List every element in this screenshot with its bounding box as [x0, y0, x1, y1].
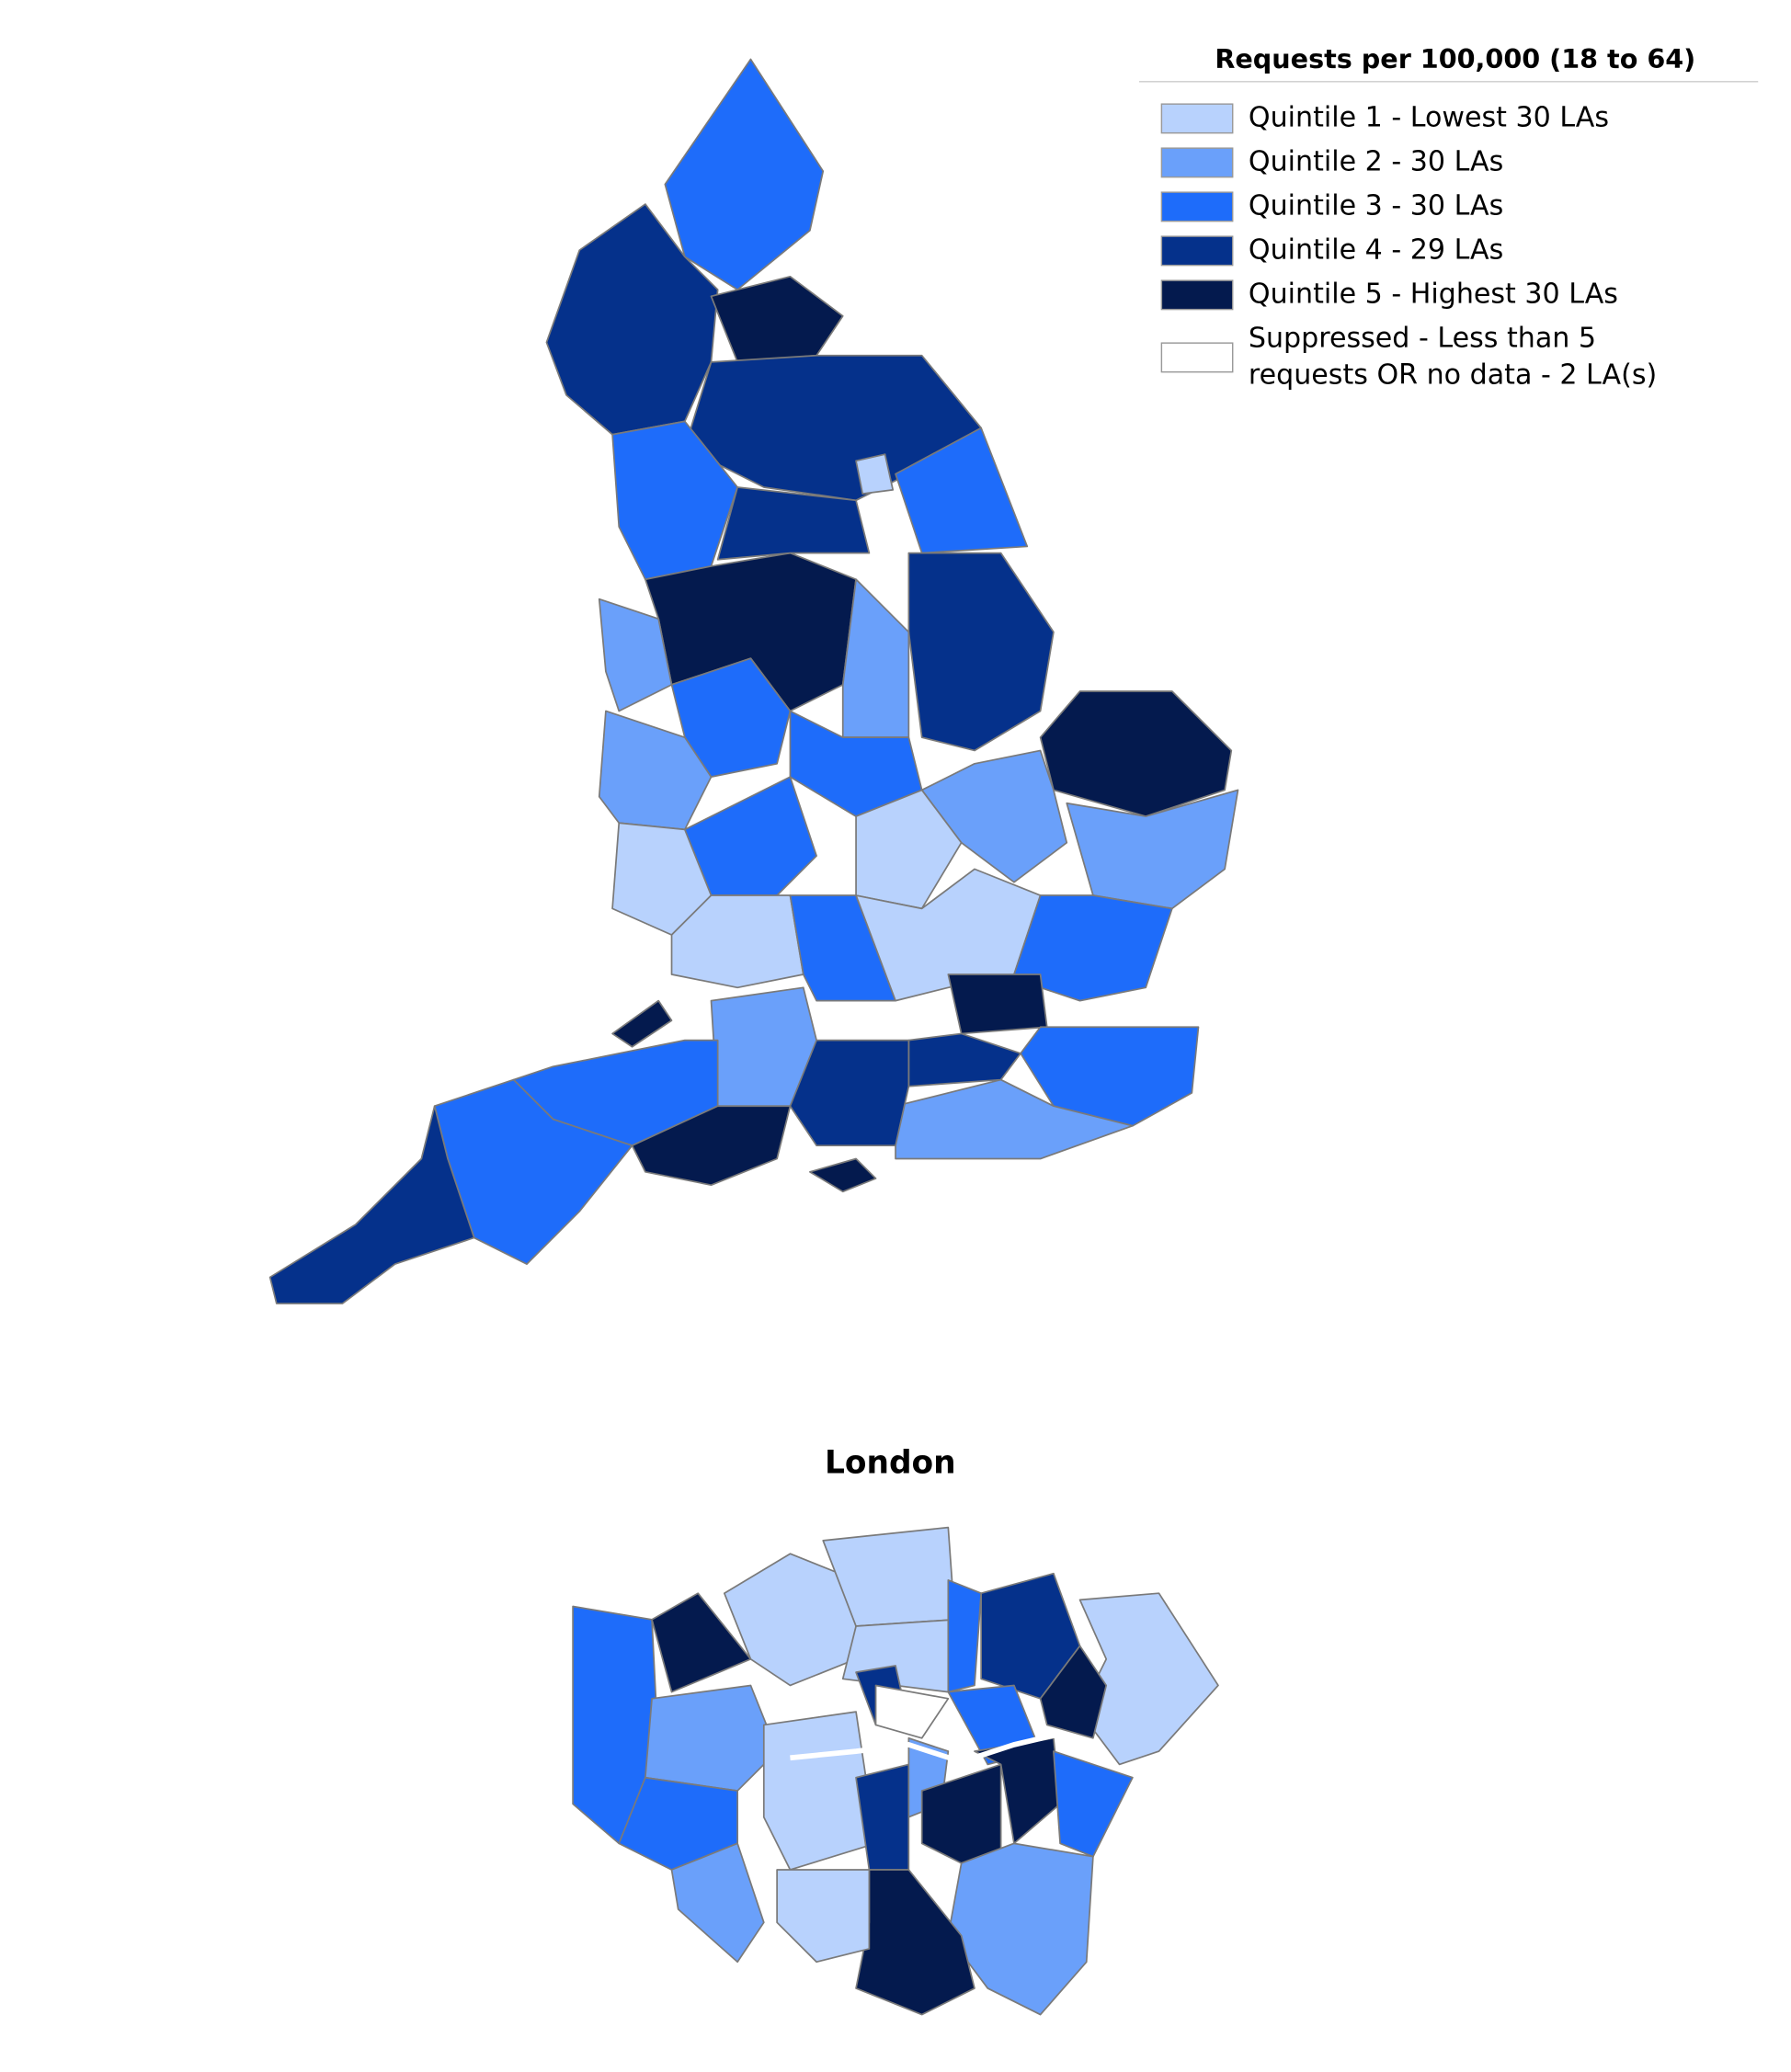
legend-swatch: [1160, 103, 1234, 134]
region: [809, 1157, 877, 1193]
region: [1078, 1592, 1219, 1766]
region: [841, 578, 910, 739]
legend-label: Quintile 2 - 30 LAs: [1249, 145, 1503, 177]
region: [664, 58, 825, 290]
legend-label: requests OR no data - 2 LA(s): [1249, 359, 1657, 391]
region: [618, 1776, 739, 1871]
legend: Requests per 100,000 (18 to 64) Quintile…: [1139, 43, 1759, 391]
region: [947, 1579, 982, 1693]
region: [776, 1869, 871, 1964]
region: [716, 486, 871, 561]
region: [1013, 894, 1173, 1002]
region: [710, 275, 844, 363]
legend-swatch: [1160, 147, 1234, 178]
region: [895, 427, 1029, 554]
region: [631, 1105, 792, 1187]
region: [920, 749, 1068, 883]
region: [611, 999, 673, 1048]
region: [645, 1684, 778, 1792]
region: [598, 598, 673, 712]
london-title: London: [825, 1444, 956, 1481]
river-thames: [790, 1732, 1101, 1765]
region: [907, 552, 1055, 752]
legend-label: Suppressed - Less than 5: [1249, 322, 1596, 354]
region: [545, 203, 719, 436]
region: [670, 1842, 765, 1964]
region: [268, 1105, 475, 1304]
legend-label: Quintile 3 - 30 LAs: [1249, 189, 1503, 222]
region: [947, 973, 1048, 1035]
region: [1039, 1645, 1108, 1739]
region: [855, 789, 963, 910]
region: [874, 1684, 950, 1739]
london-map: [572, 1526, 1219, 2016]
england-map: [268, 58, 1239, 1304]
legend-label: Quintile 4 - 29 LAs: [1249, 233, 1503, 266]
region: [855, 1763, 910, 1871]
region: [789, 894, 896, 1002]
canvas: London Requests per 100,000 (18 to 64) Q…: [268, 43, 1759, 2016]
legend-swatch: [1160, 191, 1234, 222]
region: [1053, 1750, 1134, 1858]
legend-swatch: [1160, 342, 1234, 373]
legend-swatch: [1160, 279, 1234, 311]
region: [1039, 690, 1233, 817]
region: [855, 453, 895, 495]
legend-title: Requests per 100,000 (18 to 64): [1215, 43, 1695, 74]
legend-label: Quintile 5 - Highest 30 LAs: [1249, 278, 1618, 310]
legend-swatch: [1160, 235, 1234, 267]
region: [907, 1032, 1021, 1087]
legend-label: Quintile 1 - Lowest 30 LAs: [1249, 101, 1609, 133]
